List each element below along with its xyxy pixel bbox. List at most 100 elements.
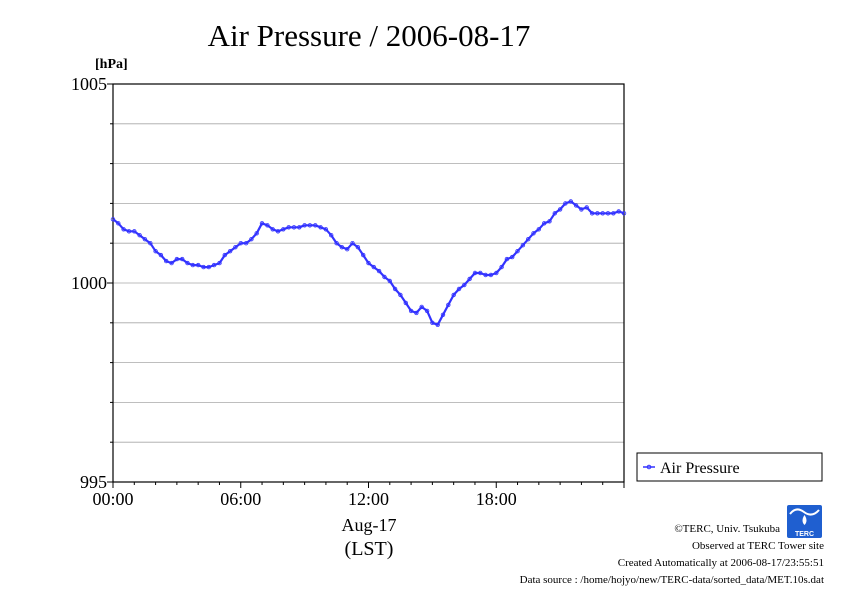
data-point [302, 223, 307, 228]
data-point [329, 232, 334, 238]
data-point [456, 286, 462, 292]
data-point [345, 246, 350, 252]
data-source-path: Data source : /home/hojyo/new/TERC-data/… [520, 574, 824, 586]
x-axis-label-date: Aug-17 [342, 515, 397, 535]
data-point [185, 260, 190, 266]
data-point [227, 248, 233, 254]
data-point [605, 211, 611, 216]
series-line [112, 200, 625, 326]
x-tick-label: 18:00 [476, 489, 517, 509]
data-point [494, 270, 499, 276]
data-point [195, 262, 201, 268]
data-point [366, 260, 371, 266]
data-point [281, 227, 286, 232]
data-point [174, 256, 180, 262]
gridlines [113, 123, 624, 443]
data-point [621, 211, 627, 216]
data-point [536, 227, 541, 232]
data-point [286, 225, 291, 230]
data-point [217, 260, 222, 266]
data-point [116, 221, 121, 226]
data-point [190, 262, 195, 268]
data-point [563, 201, 568, 206]
data-point [435, 322, 440, 327]
data-point [616, 209, 621, 214]
data-point [355, 244, 361, 250]
data-point [179, 256, 185, 262]
data-point [382, 274, 387, 280]
data-point [265, 223, 270, 228]
data-point [531, 231, 536, 236]
terc-logo: TERC [787, 505, 822, 538]
data-point [557, 207, 563, 212]
legend-label: Air Pressure [660, 460, 740, 477]
legend-marker-swatch [646, 464, 652, 470]
data-point [222, 252, 227, 258]
data-point [318, 225, 323, 230]
data-point [430, 320, 435, 325]
series-air-pressure [110, 199, 627, 327]
data-point [403, 300, 408, 306]
data-point [467, 276, 472, 282]
data-point [611, 211, 616, 216]
data-point [201, 264, 206, 270]
data-point [376, 268, 382, 274]
data-point [414, 310, 419, 316]
data-point [137, 232, 142, 238]
wave-icon [789, 508, 820, 516]
data-point [323, 227, 329, 232]
data-point [132, 229, 137, 234]
data-point [313, 223, 318, 228]
data-point [451, 292, 456, 298]
data-point [589, 211, 595, 216]
data-point [243, 240, 249, 246]
data-point [371, 264, 376, 270]
data-point [297, 225, 302, 230]
data-point [504, 256, 510, 262]
data-point [361, 252, 366, 258]
data-point [291, 225, 297, 230]
data-point [238, 240, 243, 246]
y-tick-label: 1000 [71, 273, 107, 293]
data-point [408, 308, 414, 314]
data-point [584, 205, 589, 210]
data-point [600, 211, 605, 216]
data-point [270, 227, 275, 232]
data-point [547, 219, 552, 224]
data-point [446, 302, 451, 308]
x-axis-label-timezone: (LST) [345, 538, 394, 560]
y-tick-label: 1005 [71, 74, 107, 94]
data-point [275, 229, 281, 234]
data-point [419, 304, 424, 310]
x-tick-label: 00:00 [92, 489, 133, 509]
data-point [440, 312, 446, 317]
data-point [462, 282, 467, 288]
data-point [579, 207, 584, 212]
data-point [387, 278, 392, 284]
data-point [488, 272, 494, 278]
legend-box [636, 452, 823, 482]
data-point [259, 221, 265, 226]
data-point [499, 264, 504, 270]
creation-timestamp: Created Automatically at 2006-08-17/23:5… [618, 557, 824, 569]
data-point [472, 270, 478, 276]
data-point [526, 236, 531, 242]
data-point [169, 260, 174, 266]
data-point [249, 236, 254, 242]
data-point [206, 264, 211, 270]
axis-ticks [107, 83, 625, 488]
data-point [478, 270, 483, 276]
observation-site: Observed at TERC Tower site [692, 540, 824, 552]
data-point [552, 211, 557, 216]
data-point [515, 248, 520, 254]
data-point [307, 223, 313, 228]
y-axis-unit: [hPa] [95, 57, 128, 72]
terc-logo-text: TERC [795, 531, 814, 538]
data-point [233, 244, 238, 250]
data-point [334, 240, 339, 246]
data-point [126, 229, 132, 234]
data-point [398, 292, 403, 298]
data-point [392, 286, 398, 292]
x-tick-label: 06:00 [220, 489, 261, 509]
